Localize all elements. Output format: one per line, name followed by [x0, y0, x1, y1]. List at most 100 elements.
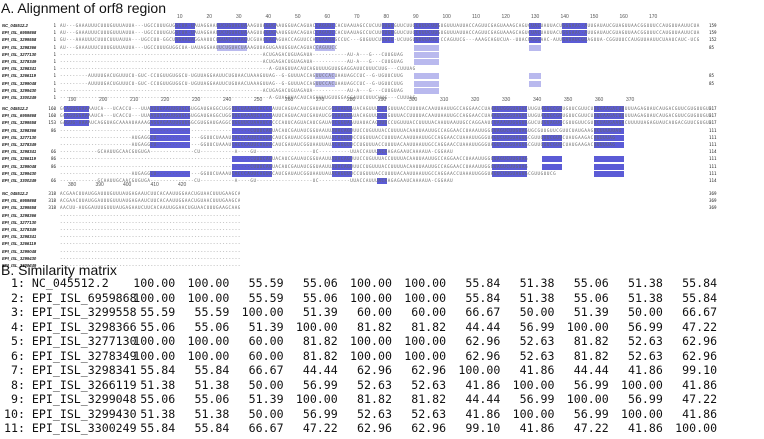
sequence-start-position: 86 — [50, 163, 56, 169]
ruler-tick-label: 220 — [161, 97, 170, 103]
ruler-tick-label: 30 — [236, 14, 242, 20]
matrix-cell: 100.00 — [404, 290, 447, 305]
conserved-highlight — [594, 120, 624, 127]
matrix-cell: 51.38 — [140, 377, 176, 392]
matrix-row-label: 10: EPI_ISL_3299430 — [4, 406, 137, 421]
conserved-highlight — [332, 141, 352, 148]
sequence-name: EPI_ISL_3300249 — [2, 94, 37, 100]
matrix-cell: 55.06 — [194, 392, 230, 406]
matrix-cell: 99.10 — [465, 421, 501, 435]
conserved-highlight — [594, 134, 624, 141]
ruler-tick-label: 270 — [316, 97, 325, 103]
matrix-cell: 55.59 — [140, 305, 176, 319]
ruler-tick-label: 170 — [649, 14, 658, 20]
matrix-cell: 55.84 — [682, 276, 718, 290]
matrix-cell: 55.84 — [194, 421, 230, 435]
matrix-row-label: 6: EPI_ISL_3278349 — [4, 348, 137, 363]
sequence-residues: ----------------------------------------… — [60, 226, 240, 232]
conserved-highlight — [150, 120, 190, 127]
matrix-row-label: 2: EPI_ISL_6959868 — [4, 290, 137, 305]
ruler-tick-label: 330 — [502, 97, 511, 103]
sequence-end-position: 369 — [709, 191, 717, 196]
conserved-highlight — [315, 23, 335, 29]
sequence-name: EPI_ISL_3298366 — [2, 44, 37, 50]
conserved-highlight — [150, 113, 190, 120]
matrix-cell: 55.06 — [573, 276, 609, 290]
matrix-cell: 55.84 — [465, 290, 501, 305]
sequence-name: EPI_ISL_3266119 — [2, 156, 36, 162]
sequence-start-position: 86 — [50, 156, 56, 162]
sequence-end-position: 369 — [709, 198, 717, 204]
conserved-highlight — [492, 170, 527, 177]
ruler-tick-label: 410 — [150, 182, 159, 188]
sequence-residues: ----------------------------------------… — [60, 66, 416, 72]
matrix-cell: 50.00 — [519, 305, 555, 319]
matrix-cell: 100.00 — [187, 334, 230, 348]
matrix-cell: 44.44 — [573, 363, 609, 377]
sequence-end-position: 317 — [709, 113, 717, 119]
sequence-residues: GU---AAAUUUCUUUCUUUAUUA---UGCCUU-GGCUAGA… — [60, 37, 700, 43]
matrix-row: 3: EPI_ISL_3299558 55.59 55.59 100.00 51.39 6… — [4, 305, 717, 320]
ruler-tick-label: 20 — [206, 14, 213, 20]
sequence-start-position: 1 — [53, 87, 56, 93]
matrix-cell: 51.39 — [248, 319, 284, 334]
conserved-highlight — [529, 44, 541, 51]
ruler-tick-label: 110 — [472, 14, 480, 20]
ruler-tick-label: 10 — [177, 14, 183, 20]
sequence-residues: ----------------------------------------… — [60, 219, 240, 225]
matrix-cell: 100.00 — [675, 421, 718, 435]
matrix-cell: 81.82 — [357, 392, 392, 406]
sequence-start-position: 318 — [48, 198, 56, 204]
matrix-cell: 100.00 — [566, 392, 609, 406]
sequence-name: EPI_ISL_6959868 — [2, 113, 37, 119]
conserved-highlight — [332, 127, 352, 134]
sequence-name: NC_045512.2 — [2, 23, 28, 28]
conserved-highlight — [414, 80, 439, 87]
similarity-matrix: 1: NC_045512.2 100.00 100.00 55.59 55.06 100.… — [4, 276, 717, 436]
ruler-tick-label: 100 — [442, 14, 451, 20]
ruler-tick-label: 150 — [590, 14, 599, 20]
matrix-cell: 62.96 — [411, 421, 447, 435]
conserved-highlight — [377, 177, 387, 184]
matrix-cell: 51.38 — [519, 276, 555, 290]
sequence-name: EPI_ISL_3277130 — [2, 134, 37, 140]
conserved-highlight — [377, 149, 387, 156]
matrix-cell: 66.67 — [248, 363, 284, 377]
matrix-cell: 56.99 — [519, 392, 555, 406]
matrix-cell: 51.38 — [140, 406, 176, 421]
sequence-name: EPI_ISL_3299430 — [2, 255, 37, 261]
matrix-row-label: 5: EPI_ISL_3277130 — [4, 334, 137, 348]
conserved-highlight — [232, 106, 272, 112]
matrix-row-label: 8: EPI_ISL_3266119 — [4, 377, 137, 392]
similarity-matrix-heading: B. Similarity matrix — [1, 262, 117, 278]
conserved-highlight — [382, 30, 394, 37]
matrix-cell: 41.86 — [519, 421, 555, 435]
conserved-highlight — [562, 30, 587, 37]
sequence-end-position: 317 — [709, 120, 717, 126]
matrix-cell: 52.63 — [627, 334, 663, 348]
conserved-highlight — [232, 141, 272, 148]
sequence-end-position: 111 — [709, 156, 717, 162]
conserved-highlight — [529, 23, 541, 29]
matrix-cell: 81.82 — [411, 319, 447, 334]
matrix-cell: 41.86 — [682, 406, 718, 421]
conserved-highlight — [332, 113, 352, 120]
matrix-cell: 50.00 — [627, 305, 663, 319]
sequence-start-position: 1 — [53, 58, 56, 64]
sequence-end-position: 111 — [709, 134, 717, 140]
sequence-name: EPI_ISL_3278349 — [2, 58, 37, 64]
conserved-highlight — [594, 141, 624, 148]
matrix-cell: 100.00 — [350, 290, 392, 305]
sequence-residues: ----------------------------------------… — [60, 212, 240, 218]
matrix-cell: 81.82 — [302, 348, 338, 363]
matrix-cell: 51.39 — [248, 392, 284, 406]
matrix-cell: 55.06 — [140, 392, 176, 406]
ruler-tick-label: 50 — [295, 14, 301, 20]
ruler-tick-label: 90 — [413, 14, 419, 20]
matrix-cell: 81.82 — [573, 334, 609, 348]
ruler-tick-label: 310 — [440, 97, 449, 103]
ruler-tick-label: 60 — [324, 14, 331, 20]
conserved-highlight — [332, 120, 352, 127]
matrix-cell: 41.86 — [627, 421, 663, 435]
matrix-cell: 56.99 — [573, 406, 609, 421]
